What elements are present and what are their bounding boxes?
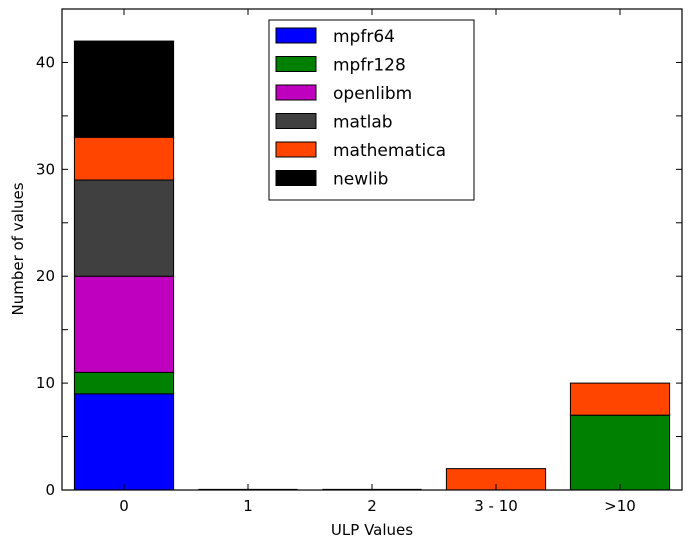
legend-swatch-mpfr64	[275, 27, 317, 44]
x-tick-label: 3 - 10	[474, 497, 518, 515]
x-tick-label: 0	[119, 497, 129, 515]
x-tick-label: 1	[243, 497, 253, 515]
bar-newlib-0	[73, 40, 175, 138]
x-tick-label: >10	[604, 497, 636, 515]
legend-label-mathematica: mathematica	[333, 141, 446, 161]
bar-openlibm-0	[73, 275, 175, 373]
legend-label-newlib: newlib	[333, 170, 388, 190]
tick-labels: 0 1 2 3 - 10 >10 0 10 20 30 40	[36, 53, 636, 515]
y-tick-label: 0	[45, 481, 55, 499]
legend-swatch-newlib	[275, 170, 317, 186]
legend-swatch-mpfr128	[275, 56, 317, 72]
axis-ticks	[62, 8, 682, 491]
y-tick-label: 40	[36, 53, 55, 71]
bar-mathematica-0	[73, 136, 175, 181]
y-tick-label: 10	[36, 374, 55, 392]
legend: mpfr64 mpfr128 openlibm matlab mathematica ne…	[268, 19, 475, 201]
bar-mpfr128-0	[73, 371, 175, 395]
x-tick-label: 2	[367, 497, 377, 515]
x-axis-label: ULP Values	[331, 521, 413, 539]
legend-label-mpfr64: mpfr64	[333, 27, 395, 47]
legend-swatch-mathematica	[275, 141, 317, 158]
y-axis-label: Number of values	[9, 182, 27, 315]
legend-label-matlab: matlab	[333, 113, 393, 133]
legend-label-mpfr128: mpfr128	[333, 56, 406, 76]
legend-swatch-matlab	[275, 113, 317, 129]
bar-matlab-0	[73, 179, 175, 277]
bar-mpfr128-4	[569, 414, 671, 491]
y-tick-label: 30	[36, 160, 55, 178]
legend-label-openlibm: openlibm	[333, 84, 412, 104]
y-tick-label: 20	[36, 267, 55, 285]
legend-swatch-openlibm	[275, 84, 317, 101]
bar-mathematica-4	[569, 382, 671, 416]
bars-layer	[73, 40, 671, 491]
bar-mpfr64-0	[73, 393, 175, 491]
